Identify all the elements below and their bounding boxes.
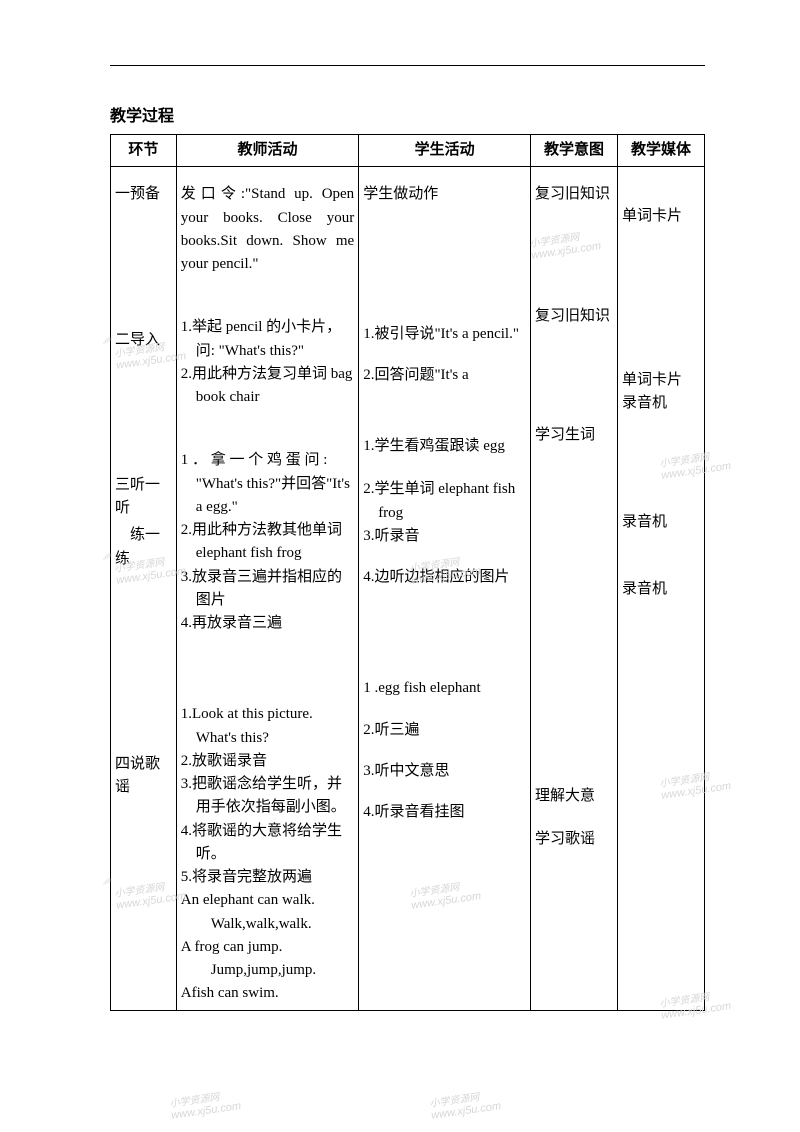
stage-4: 四说歌谣 — [115, 753, 172, 800]
teacher-b2: 1.举起 pencil 的小卡片， 问: "What's this?" 2.用此… — [181, 316, 354, 409]
intent-b4-1: 理解大意 — [535, 785, 613, 808]
student-b4-2: 2.听三遍 — [363, 719, 526, 742]
teacher-b4-9: Jump,jump,jump. — [181, 959, 354, 982]
student-b4-4: 4.听录音看挂图 — [363, 801, 526, 824]
teacher-b4: 1.Look at this picture. What's this? 2.放… — [181, 703, 354, 1005]
student-b4: 1 .egg fish elephant 2.听三遍 3.听中文意思 4.听录音… — [363, 677, 526, 824]
teacher-b2-1: 1.举起 pencil 的小卡片， 问: "What's this?" — [181, 316, 354, 363]
student-b3-4: 4.边听边指相应的图片 — [363, 566, 526, 589]
intent-b4-2: 学习歌谣 — [535, 828, 613, 851]
teacher-b1: 发口令:"Stand up. Open your books. Close yo… — [181, 183, 354, 276]
media-b2-2: 录音机 — [622, 392, 700, 415]
lesson-table: 环节 教师活动 学生活动 教学意图 教学媒体 一预备 二导入 三听一听 练一练 … — [110, 134, 705, 1011]
media-b3-1: 录音机 — [622, 511, 700, 534]
stage-1: 一预备 — [115, 183, 172, 206]
cell-teacher: 发口令:"Stand up. Open your books. Close yo… — [176, 167, 358, 1010]
teacher-b4-8: A frog can jump. — [181, 936, 354, 959]
cell-stage: 一预备 二导入 三听一听 练一练 四说歌谣 — [111, 167, 177, 1010]
header-col2: 教师活动 — [176, 135, 358, 167]
teacher-b4-10: Afish can swim. — [181, 982, 354, 1005]
media-b3-2: 录音机 — [622, 578, 700, 601]
student-b2-1: 1.被引导说"It's a pencil." — [363, 323, 526, 346]
intent-b3: 学习生词 — [535, 424, 613, 447]
media-b1: 单词卡片 — [622, 205, 700, 228]
header-col1: 环节 — [111, 135, 177, 167]
teacher-b3-1: 1 ． 拿 一 个 鸡 蛋 问 : "What's this?"并回答"It's… — [181, 449, 354, 519]
student-b1: 学生做动作 — [363, 183, 526, 206]
teacher-b3-4: 4.再放录音三遍 — [181, 612, 354, 635]
header-col5: 教学媒体 — [617, 135, 704, 167]
teacher-b4-4: 4.将歌谣的大意将给学生听。 — [181, 820, 354, 867]
table-header-row: 环节 教师活动 学生活动 教学意图 教学媒体 — [111, 135, 705, 167]
media-b2-1: 单词卡片 — [622, 369, 700, 392]
teacher-b4-7: Walk,walk,walk. — [181, 913, 354, 936]
teacher-b3-3: 3.放录音三遍并指相应的图片 — [181, 566, 354, 613]
header-col3: 学生活动 — [359, 135, 531, 167]
teacher-b4-2: 2.放歌谣录音 — [181, 750, 354, 773]
page-title: 教学过程 — [110, 102, 705, 126]
cell-intent: 复习旧知识 复习旧知识 学习生词 理解大意 学习歌谣 — [531, 167, 618, 1010]
student-b3-3: 3.听录音 — [363, 525, 526, 548]
table-body-row: 一预备 二导入 三听一听 练一练 四说歌谣 发口令:"Stand up. Ope… — [111, 167, 705, 1010]
teacher-b4-6: An elephant can walk. — [181, 889, 354, 912]
student-b4-3: 3.听中文意思 — [363, 760, 526, 783]
student-b2-2: 2.回答问题"It's a — [363, 364, 526, 387]
student-b3-2: 2.学生单词 elephant fish frog — [363, 478, 526, 525]
teacher-b3: 1 ． 拿 一 个 鸡 蛋 问 : "What's this?"并回答"It's… — [181, 449, 354, 635]
stage-3a: 三听一听 — [115, 474, 172, 521]
teacher-b4-5: 5.将录音完整放两遍 — [181, 866, 354, 889]
teacher-b4-1: 1.Look at this picture. What's this? — [181, 703, 354, 750]
student-b3: 1.学生看鸡蛋跟读 egg 2.学生单词 elephant fish frog … — [363, 435, 526, 589]
intent-b2: 复习旧知识 — [535, 305, 613, 328]
cell-student: 学生做动作 1.被引导说"It's a pencil." 2.回答问题"It's… — [359, 167, 531, 1010]
student-b3-1: 1.学生看鸡蛋跟读 egg — [363, 435, 526, 458]
teacher-b2-2: 2.用此种方法复习单词 bag book chair — [181, 363, 354, 410]
header-col4: 教学意图 — [531, 135, 618, 167]
stage-3b: 练一练 — [115, 524, 172, 571]
student-b2: 1.被引导说"It's a pencil." 2.回答问题"It's a — [363, 323, 526, 388]
watermark: 小学资源网www.xj5u.com — [168, 1085, 241, 1122]
teacher-b4-3: 3.把歌谣念给学生听，并用手依次指每副小图。 — [181, 773, 354, 820]
watermark: 小学资源网www.xj5u.com — [428, 1085, 501, 1122]
student-b4-1: 1 .egg fish elephant — [363, 677, 526, 700]
top-divider — [110, 65, 705, 66]
stage-2: 二导入 — [115, 329, 172, 352]
intent-b1: 复习旧知识 — [535, 183, 613, 206]
cell-media: 单词卡片 单词卡片 录音机 录音机 录音机 — [617, 167, 704, 1010]
teacher-b3-2: 2.用此种方法教其他单词 elephant fish frog — [181, 519, 354, 566]
